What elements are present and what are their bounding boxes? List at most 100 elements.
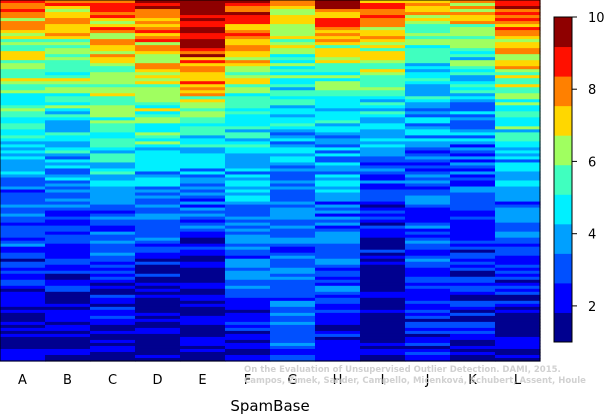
heatmap-cell <box>45 345 91 350</box>
heatmap-cell <box>495 18 541 22</box>
heatmap-cell <box>45 291 91 296</box>
heatmap-cell <box>270 12 316 16</box>
heatmap-cell <box>180 195 226 200</box>
heatmap-cell <box>405 234 451 239</box>
heatmap-cell <box>495 27 541 31</box>
heatmap-cell <box>270 39 316 43</box>
heatmap-cell <box>180 288 226 293</box>
heatmap-cell <box>315 264 361 269</box>
heatmap-cell <box>180 327 226 332</box>
heatmap-cell <box>315 330 361 335</box>
heatmap-cell <box>90 282 136 287</box>
heatmap-cell <box>315 345 361 350</box>
heatmap-cell <box>450 153 496 158</box>
heatmap-cell <box>270 276 316 281</box>
heatmap-cell <box>225 201 271 206</box>
heatmap-cell <box>135 225 181 230</box>
heatmap-cell <box>180 165 226 170</box>
heatmap-cell <box>405 108 451 112</box>
heatmap-cell <box>180 102 226 106</box>
heatmap-cell <box>225 330 271 335</box>
heatmap-cell <box>90 15 136 19</box>
heatmap-cell <box>0 351 46 356</box>
heatmap-cell <box>90 27 136 31</box>
heatmap-cell <box>90 18 136 22</box>
heatmap-cell <box>180 135 226 139</box>
heatmap-cell <box>270 303 316 308</box>
heatmap-cell <box>225 306 271 311</box>
heatmap-cell <box>0 150 46 155</box>
heatmap-cell <box>135 348 181 353</box>
heatmap-cell <box>315 42 361 46</box>
heatmap-cell <box>315 72 361 76</box>
heatmap-cell <box>315 102 361 106</box>
heatmap-cell <box>45 267 91 272</box>
heatmap-cell <box>45 249 91 254</box>
heatmap-cell <box>315 0 361 4</box>
heatmap-cell <box>360 318 406 323</box>
heatmap-cell <box>45 30 91 34</box>
heatmap-cell <box>90 141 136 145</box>
heatmap-cell <box>405 9 451 13</box>
heatmap-cell <box>360 183 406 188</box>
heatmap-cell <box>405 3 451 7</box>
heatmap-cell <box>225 87 271 91</box>
heatmap-cell <box>360 42 406 46</box>
heatmap-cell <box>90 285 136 290</box>
heatmap-cell <box>225 348 271 353</box>
heatmap-cell <box>405 216 451 221</box>
heatmap-cell <box>135 315 181 320</box>
heatmap-cell <box>90 192 136 197</box>
heatmap-cell <box>225 135 271 139</box>
heatmap-cell <box>450 258 496 263</box>
heatmap-cell <box>405 357 451 362</box>
heatmap-cell <box>270 9 316 13</box>
heatmap-cell <box>270 225 316 230</box>
heatmap-cell <box>450 312 496 317</box>
heatmap-cell <box>225 243 271 248</box>
heatmap-cell <box>45 204 91 209</box>
heatmap-cell <box>495 219 541 224</box>
heatmap-cell <box>495 108 541 112</box>
heatmap-cell <box>360 123 406 127</box>
heatmap-cell <box>45 171 91 176</box>
heatmap-cell <box>405 315 451 320</box>
heatmap-cell <box>270 324 316 329</box>
heatmap-cell <box>90 138 136 142</box>
heatmap-cell <box>0 204 46 209</box>
heatmap-cell <box>180 132 226 136</box>
heatmap-cell <box>0 315 46 320</box>
heatmap-cell <box>225 162 271 167</box>
heatmap-cell <box>360 306 406 311</box>
heatmap-cell <box>450 231 496 236</box>
heatmap-cell <box>225 267 271 272</box>
heatmap-cell <box>315 258 361 263</box>
heatmap-cell <box>45 339 91 344</box>
heatmap-cell <box>360 213 406 218</box>
heatmap-cell <box>405 330 451 335</box>
heatmap-cell <box>180 267 226 272</box>
heatmap-cell <box>135 90 181 94</box>
heatmap-cell <box>495 258 541 263</box>
heatmap-cell <box>270 306 316 311</box>
heatmap-cell <box>360 234 406 239</box>
heatmap-cell <box>495 141 541 145</box>
heatmap-cell <box>135 102 181 106</box>
heatmap-cell <box>360 336 406 341</box>
x-tick-label: D <box>152 373 162 388</box>
heatmap-cell <box>90 237 136 242</box>
heatmap-cell <box>450 180 496 185</box>
heatmap-cell <box>180 225 226 230</box>
heatmap-cell <box>360 156 406 161</box>
heatmap-cell <box>360 354 406 359</box>
heatmap-cell <box>270 36 316 40</box>
heatmap-cell <box>405 219 451 224</box>
heatmap-cell <box>270 336 316 341</box>
heatmap-cell <box>405 273 451 278</box>
heatmap-cell <box>315 111 361 115</box>
heatmap-cell <box>360 60 406 64</box>
heatmap-cell <box>225 165 271 170</box>
heatmap-cell <box>225 315 271 320</box>
heatmap-cell <box>45 321 91 326</box>
heatmap-cell <box>495 183 541 188</box>
